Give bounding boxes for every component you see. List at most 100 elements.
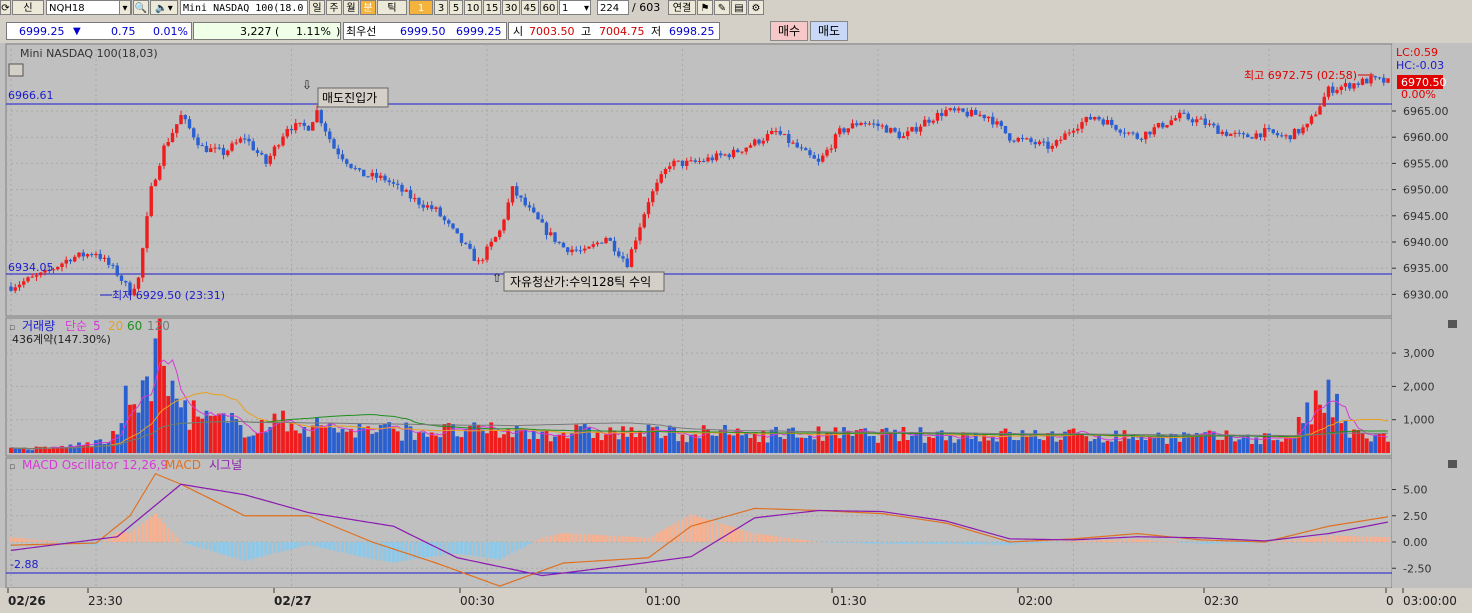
candle-body: [247, 138, 251, 142]
volume-bar: [242, 437, 247, 453]
volume-bar: [255, 433, 260, 453]
macd-histogram-bar: [693, 515, 697, 542]
panel-menu-icon[interactable]: [8, 63, 24, 77]
change-percent: 0.01%: [153, 25, 188, 38]
candle-body: [642, 214, 646, 228]
new-button[interactable]: 신: [12, 0, 44, 15]
search-icon[interactable]: 🔍: [133, 0, 149, 15]
macd-histogram-bar: [557, 533, 561, 542]
x-axis-labels: 02/26 23:30 02/27 00:30 01:00 01:30 02:00 02:30…: [7, 588, 1457, 608]
macd-tick-label: -2.50: [1403, 562, 1431, 575]
macd-histogram-bar: [952, 542, 957, 545]
volume-bar: [744, 432, 749, 453]
candle-body: [855, 123, 859, 126]
macd-histogram-bar: [366, 542, 370, 559]
macd-panel-close-icon[interactable]: [1448, 460, 1457, 468]
sound-icon[interactable]: 🔈▾: [150, 0, 178, 15]
volume-bar: [268, 427, 273, 453]
candle-body: [1139, 138, 1144, 140]
interval-select[interactable]: 1 ▾: [559, 0, 591, 15]
x-tick-label: 01:30: [832, 594, 867, 608]
tool-icon[interactable]: ✎: [714, 0, 730, 15]
minute-15-button[interactable]: 15: [483, 0, 501, 15]
sell-button[interactable]: 매도: [810, 21, 848, 41]
macd-histogram-bar: [625, 536, 629, 542]
tab-day[interactable]: 일: [309, 0, 325, 15]
volume-panel-close-icon[interactable]: [1448, 320, 1457, 328]
candle-body: [952, 108, 957, 111]
chevron-down-icon[interactable]: ▾: [119, 0, 131, 15]
macd-histogram-bar: [332, 542, 336, 551]
macd-histogram-bar: [1339, 535, 1343, 542]
macd-histogram-bar: [281, 542, 285, 552]
price-panel[interactable]: [5, 43, 1393, 317]
volume-bar: [140, 380, 145, 453]
tab-month[interactable]: 월: [343, 0, 359, 15]
collapse-icon[interactable]: ▫: [9, 323, 15, 333]
candle-body: [795, 142, 799, 148]
tab-tick[interactable]: 틱: [377, 0, 407, 15]
volume-bar: [646, 424, 651, 453]
candle-body: [1382, 77, 1386, 83]
minute-5-button[interactable]: 5: [449, 0, 463, 15]
macd-histogram-bar: [226, 542, 230, 556]
minute-10-button[interactable]: 10: [464, 0, 482, 15]
volume-bar: [1186, 433, 1191, 453]
candle-body: [175, 124, 179, 134]
gear-icon[interactable]: ⚙: [748, 0, 764, 15]
macd-histogram-bar: [26, 538, 30, 542]
tab-week[interactable]: 주: [326, 0, 342, 15]
volume-ma-line: [10, 391, 1389, 450]
print-icon[interactable]: ▤: [731, 0, 747, 15]
macd-histogram-bar: [1071, 541, 1076, 542]
buy-button[interactable]: 매수: [770, 21, 808, 41]
candle-body: [1012, 140, 1016, 142]
volume-bar: [1237, 439, 1242, 453]
candle-body: [1067, 132, 1071, 134]
candle-body: [672, 160, 676, 167]
minute-1-button[interactable]: 1: [409, 0, 433, 15]
macd-histogram-bar: [1156, 540, 1161, 542]
refresh-icon[interactable]: ⟳: [0, 0, 11, 15]
volume-bar: [876, 442, 880, 453]
minute-3-button[interactable]: 3: [434, 0, 448, 15]
candle-body: [476, 260, 481, 262]
symbol-input[interactable]: NQH18: [46, 0, 132, 15]
candle-body: [39, 272, 43, 276]
link-button[interactable]: 연결: [668, 0, 696, 15]
macd-histogram-bar: [442, 542, 447, 556]
candle-body: [595, 242, 600, 245]
candle-body: [302, 122, 306, 126]
candle-body: [1377, 77, 1382, 79]
macd-histogram-bar: [387, 542, 391, 562]
high-value: 7004.75: [599, 25, 645, 38]
count-input[interactable]: 224: [597, 0, 629, 15]
minute-45-button[interactable]: 45: [521, 0, 539, 15]
minute-30-button[interactable]: 30: [502, 0, 520, 15]
volume-bar: [468, 426, 472, 453]
macd-histogram-bar: [808, 540, 812, 542]
volume-bar: [1135, 440, 1140, 453]
volume-bar: [506, 428, 511, 453]
candle-body: [1386, 78, 1390, 83]
candle-body: [1263, 128, 1267, 138]
chart-area[interactable]: Mini NASDAQ 100(18,03) 6966.61 6934.05 ⇩…: [0, 43, 1472, 613]
volume-bar: [723, 425, 727, 453]
volume-bar: [1254, 437, 1259, 453]
volume-bar: [523, 428, 528, 453]
tab-minute[interactable]: 분: [360, 0, 376, 15]
macd-histogram-bar: [965, 542, 969, 545]
volume-bar: [748, 438, 753, 453]
macd-histogram-bar: [999, 542, 1003, 545]
candle-body: [727, 154, 731, 158]
price-panel-title: Mini NASDAQ 100(18,03): [20, 47, 158, 60]
volume-bar: [102, 443, 107, 453]
macd-histogram-bar: [1080, 540, 1084, 542]
macd-histogram-bar: [583, 534, 587, 542]
minute-60-button[interactable]: 60: [540, 0, 558, 15]
candle-body: [1037, 141, 1042, 145]
collapse-icon[interactable]: ▫: [9, 462, 15, 472]
order-icon[interactable]: ⚑: [697, 0, 713, 15]
volume-bar: [1160, 435, 1165, 453]
volume-bar: [765, 442, 770, 453]
